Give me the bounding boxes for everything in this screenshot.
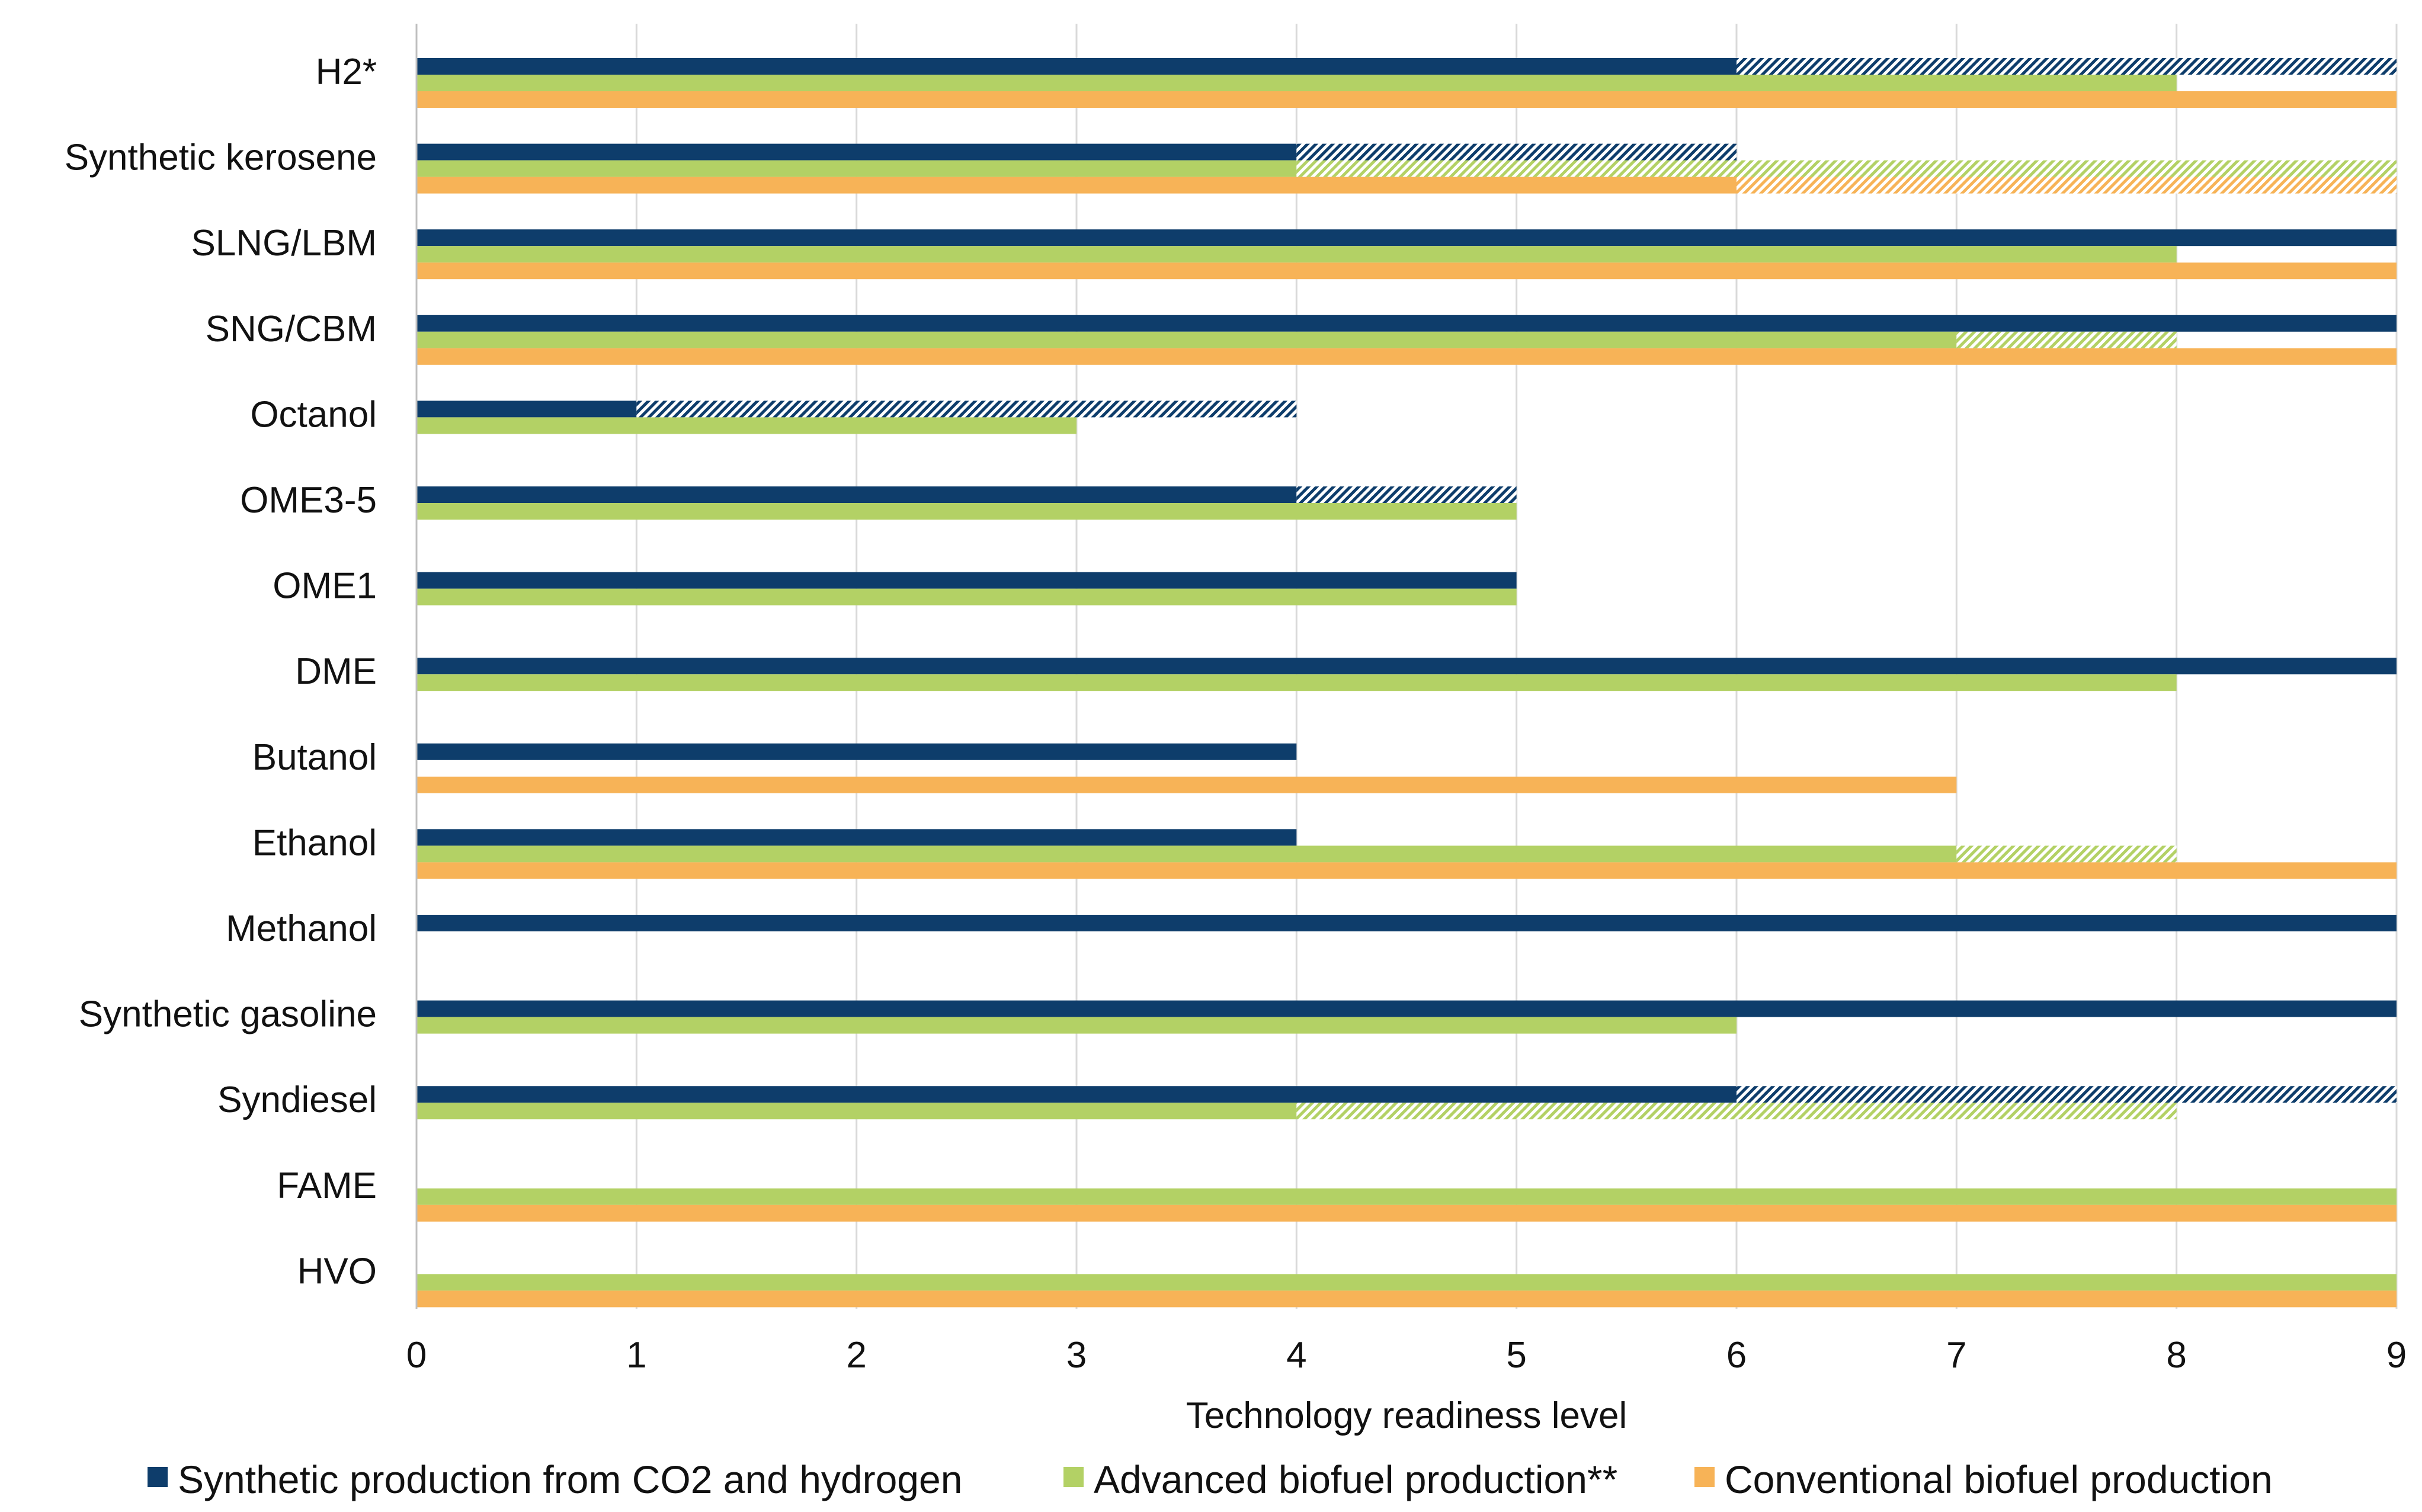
bar-octanol-series-2 [417, 417, 1077, 434]
category-label-ome3-5: OME3-5 [240, 480, 377, 521]
bar-methanol-series-1 [417, 915, 2397, 931]
category-labels: H2* Synthetic kerosene SLNG/LBM SNG/CBM Octa… [65, 52, 377, 1292]
bar-h2-series-2 [417, 75, 2177, 91]
bar-ome3-5-series-2 [417, 503, 1517, 520]
category-label-sng-cbm: SNG/CBM [206, 309, 377, 350]
range-synthetic-kerosene-series-3 [1737, 177, 2397, 194]
bar-hvo-series-2 [417, 1274, 2397, 1291]
legend-label-1: Synthetic production from CO2 and hydrog… [178, 1457, 962, 1501]
x-tick-5: 5 [1506, 1335, 1526, 1376]
range-octanol-series-1 [636, 401, 1297, 418]
bar-fame-series-2 [417, 1188, 2397, 1205]
range-syndiesel-series-1 [1737, 1086, 2397, 1103]
category-label-synthetic-kerosene: Synthetic kerosene [65, 137, 377, 178]
range-synthetic-kerosene-series-2 [1296, 160, 2397, 177]
range-syndiesel-series-2 [1296, 1103, 2177, 1120]
category-label-methanol: Methanol [226, 908, 377, 949]
x-tick-3: 3 [1066, 1335, 1087, 1376]
range-sng-cbm-series-2 [1956, 331, 2177, 348]
x-tick-4: 4 [1286, 1335, 1306, 1376]
x-tick-9: 9 [2386, 1335, 2407, 1376]
range-h2-series-1 [1737, 58, 2397, 75]
x-tick-labels: 0 1 2 3 4 5 6 7 8 9 [406, 1335, 2407, 1376]
category-label-octanol: Octanol [250, 394, 377, 435]
bar-octanol-series-1 [417, 401, 637, 418]
bar-butanol-series-3 [417, 776, 1957, 793]
legend: Synthetic production from CO2 and hydrog… [148, 1457, 2273, 1501]
bar-ome1-series-1 [417, 572, 1517, 589]
legend-swatch-3 [1694, 1467, 1715, 1487]
bar-sng-cbm-series-1 [417, 315, 2397, 332]
x-tick-0: 0 [406, 1335, 427, 1376]
bar-ethanol-series-1 [417, 829, 1297, 846]
category-label-h2: H2* [316, 52, 377, 92]
category-label-ome1: OME1 [273, 566, 377, 607]
bar-slng-lbm-series-3 [417, 262, 2397, 280]
legend-label-2: Advanced biofuel production** [1094, 1457, 1617, 1501]
category-label-ethanol: Ethanol [252, 822, 377, 863]
bar-h2-series-1 [417, 58, 1737, 75]
category-label-hvo: HVO [297, 1251, 377, 1292]
bar-slng-lbm-series-1 [417, 229, 2397, 246]
category-label-butanol: Butanol [252, 737, 377, 778]
bar-syndiesel-series-1 [417, 1086, 1737, 1103]
x-tick-1: 1 [626, 1335, 646, 1376]
bar-sng-cbm-series-2 [417, 331, 1957, 348]
bar-ome1-series-2 [417, 588, 1517, 606]
range-ome3-5-series-1 [1296, 486, 1517, 503]
bar-synthetic-gasoline-series-2 [417, 1017, 1737, 1034]
x-tick-7: 7 [1946, 1335, 1966, 1376]
bar-synthetic-gasoline-series-1 [417, 1000, 2397, 1017]
bar-syndiesel-series-2 [417, 1103, 1297, 1120]
bar-synthetic-kerosene-series-1 [417, 143, 1297, 161]
category-label-synthetic-gasoline: Synthetic gasoline [79, 994, 377, 1035]
bar-sng-cbm-series-3 [417, 348, 2397, 365]
x-tick-6: 6 [1726, 1335, 1747, 1376]
legend-swatch-1 [148, 1467, 168, 1487]
x-tick-8: 8 [2166, 1335, 2186, 1376]
bar-ethanol-series-2 [417, 845, 1957, 863]
x-tick-2: 2 [846, 1335, 866, 1376]
bar-h2-series-3 [417, 91, 2397, 108]
x-axis-title: Technology readiness level [1186, 1395, 1627, 1436]
category-label-slng-lbm: SLNG/LBM [191, 223, 377, 264]
legend-swatch-2 [1063, 1467, 1084, 1487]
category-label-dme: DME [295, 651, 377, 692]
bar-synthetic-kerosene-series-3 [417, 177, 1737, 194]
bar-ome3-5-series-1 [417, 486, 1297, 503]
bar-synthetic-kerosene-series-2 [417, 160, 1297, 177]
bars [417, 58, 2397, 1308]
range-synthetic-kerosene-series-1 [1296, 143, 1737, 161]
category-label-syndiesel: Syndiesel [217, 1079, 377, 1120]
bar-butanol-series-1 [417, 743, 1297, 760]
bar-ethanol-series-3 [417, 862, 2397, 879]
range-ethanol-series-2 [1956, 845, 2177, 863]
category-label-fame: FAME [277, 1165, 377, 1206]
bar-slng-lbm-series-2 [417, 246, 2177, 263]
legend-label-3: Conventional biofuel production [1725, 1457, 2273, 1501]
bar-fame-series-3 [417, 1205, 2397, 1222]
bar-dme-series-2 [417, 674, 2177, 691]
bar-dme-series-1 [417, 658, 2397, 675]
bar-hvo-series-3 [417, 1290, 2397, 1308]
